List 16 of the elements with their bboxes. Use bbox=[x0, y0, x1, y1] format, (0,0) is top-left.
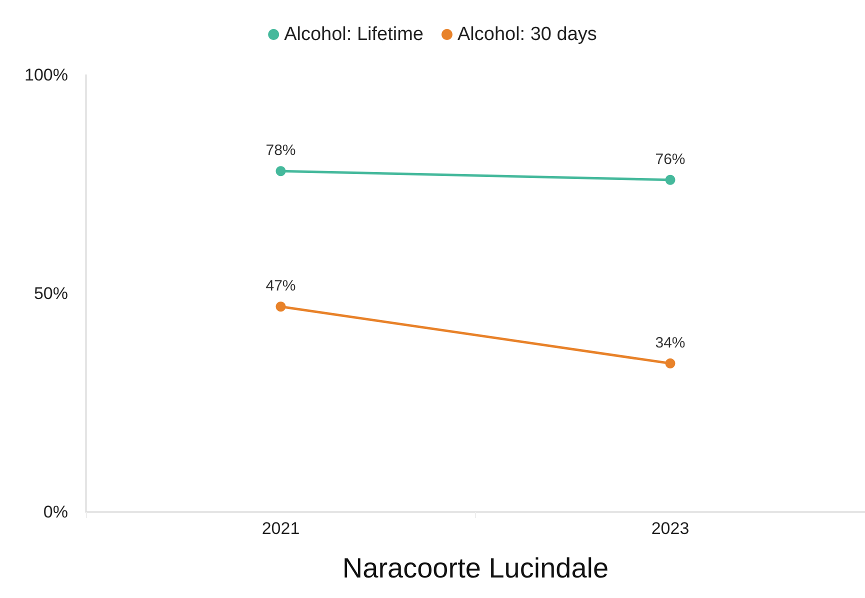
data-label: 47% bbox=[266, 278, 296, 295]
legend-label: Alcohol: 30 days bbox=[457, 24, 597, 45]
y-tick-label: 100% bbox=[24, 66, 68, 84]
data-label: 78% bbox=[266, 142, 296, 160]
x-tick-label: 2021 bbox=[262, 519, 300, 538]
data-label: 34% bbox=[655, 334, 686, 352]
y-tick-label: 50% bbox=[34, 284, 68, 303]
point bbox=[276, 166, 286, 176]
point bbox=[276, 302, 286, 312]
x-tick-label: 2023 bbox=[651, 519, 690, 538]
y-tick-label: 0% bbox=[43, 502, 68, 522]
x-axis-title: Naracoorte Lucindale bbox=[342, 552, 609, 584]
point bbox=[665, 174, 676, 185]
legend-label: Alcohol: Lifetime bbox=[284, 24, 424, 45]
point bbox=[665, 358, 676, 368]
data-label: 76% bbox=[655, 150, 686, 168]
